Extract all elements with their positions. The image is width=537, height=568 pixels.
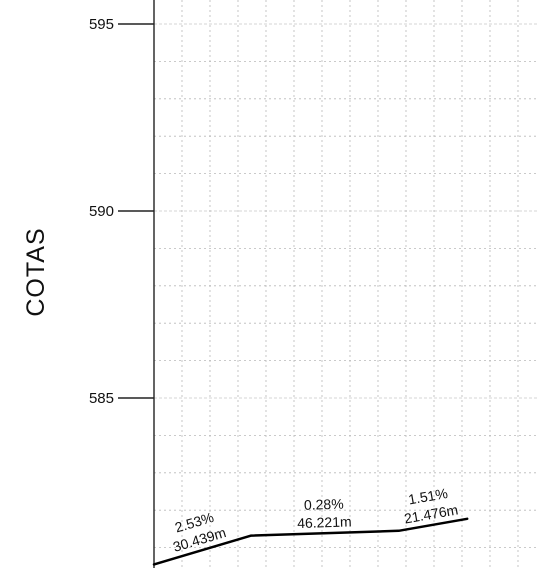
segment-label-group: 1.51%21.476m bbox=[403, 485, 459, 527]
segment-label-group: 2.53%30.439m bbox=[171, 509, 228, 555]
segment-labels: 2.53%30.439m 0.28%46.221m 1.51%21.476m bbox=[171, 485, 459, 555]
grid bbox=[154, 0, 537, 568]
y-tick-label: 595 bbox=[89, 16, 114, 33]
profile-line bbox=[152, 517, 469, 566]
segment-label-group: 0.28%46.221m bbox=[297, 496, 352, 532]
profile-series bbox=[152, 517, 469, 566]
y-tick-label: 585 bbox=[89, 390, 114, 407]
segment-length-label: 46.221m bbox=[297, 513, 352, 531]
y-axis-ticks: 595 590 585 bbox=[89, 16, 154, 407]
segment-slope-label: 0.28% bbox=[304, 496, 344, 513]
y-tick-label: 590 bbox=[89, 203, 114, 220]
y-axis-title: COTAS bbox=[22, 227, 50, 316]
segment-slope-label: 1.51% bbox=[407, 485, 449, 508]
